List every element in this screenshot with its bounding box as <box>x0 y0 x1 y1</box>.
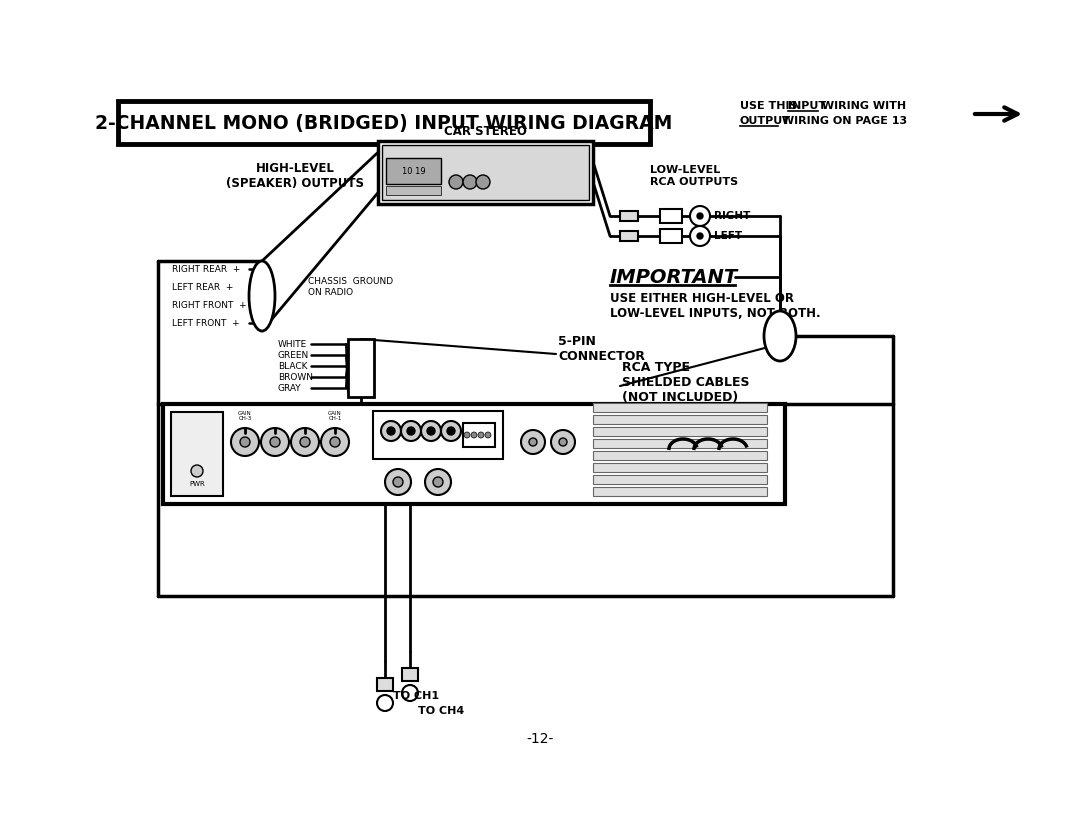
Text: 10 19: 10 19 <box>402 167 426 175</box>
Circle shape <box>476 175 490 189</box>
Circle shape <box>471 432 477 438</box>
Circle shape <box>270 437 280 447</box>
Bar <box>620 211 638 221</box>
Circle shape <box>377 695 393 711</box>
Text: TO CH1: TO CH1 <box>393 691 440 701</box>
Bar <box>660 229 681 243</box>
Bar <box>118 101 650 144</box>
Circle shape <box>427 427 435 435</box>
Circle shape <box>321 428 349 456</box>
Text: GREEN: GREEN <box>278 350 309 359</box>
Circle shape <box>529 438 537 446</box>
Circle shape <box>464 432 470 438</box>
Bar <box>402 668 418 681</box>
Circle shape <box>485 432 491 438</box>
Circle shape <box>441 421 461 441</box>
Bar <box>593 427 767 436</box>
Circle shape <box>463 175 477 189</box>
Bar <box>171 412 222 496</box>
Text: CHASSIS  GROUND
ON RADIO: CHASSIS GROUND ON RADIO <box>308 277 393 297</box>
Text: RCA TYPE
SHIELDED CABLES
(NOT INCLUDED): RCA TYPE SHIELDED CABLES (NOT INCLUDED) <box>622 360 750 404</box>
Circle shape <box>447 427 455 435</box>
Text: GRAY: GRAY <box>278 384 301 393</box>
Circle shape <box>384 469 411 495</box>
Bar <box>163 404 785 504</box>
Circle shape <box>393 477 403 487</box>
Circle shape <box>690 206 710 226</box>
Bar <box>386 186 441 195</box>
Bar <box>593 451 767 460</box>
Circle shape <box>559 438 567 446</box>
Text: LOW-LEVEL
RCA OUTPUTS: LOW-LEVEL RCA OUTPUTS <box>650 165 738 187</box>
Text: USE THIS: USE THIS <box>740 101 801 111</box>
Text: WHITE: WHITE <box>278 339 307 349</box>
Circle shape <box>291 428 319 456</box>
Text: BLACK: BLACK <box>278 361 308 370</box>
Text: HI-INPUT: HI-INPUT <box>463 401 490 406</box>
Text: PWR: PWR <box>189 481 205 487</box>
Circle shape <box>551 430 575 454</box>
Text: TO CH4: TO CH4 <box>418 706 464 716</box>
Ellipse shape <box>764 311 796 361</box>
Circle shape <box>381 421 401 441</box>
Text: WIRING ON PAGE 13: WIRING ON PAGE 13 <box>778 116 907 126</box>
Bar <box>593 475 767 484</box>
Bar <box>593 439 767 448</box>
Text: OUTPUT: OUTPUT <box>740 116 791 126</box>
Circle shape <box>426 469 451 495</box>
Circle shape <box>697 233 703 239</box>
Circle shape <box>387 427 395 435</box>
Circle shape <box>433 477 443 487</box>
Circle shape <box>261 428 289 456</box>
Circle shape <box>330 437 340 447</box>
Bar <box>593 403 767 412</box>
Text: LEFT: LEFT <box>714 231 742 241</box>
Bar <box>593 487 767 496</box>
Bar <box>593 463 767 472</box>
Text: IMPORTANT: IMPORTANT <box>610 268 738 287</box>
Bar <box>377 678 393 691</box>
Circle shape <box>421 421 441 441</box>
Circle shape <box>521 430 545 454</box>
Circle shape <box>407 427 415 435</box>
Circle shape <box>191 465 203 477</box>
Bar <box>382 145 589 200</box>
Text: USE EITHER HIGH-LEVEL OR
LOW-LEVEL INPUTS, NOT BOTH.: USE EITHER HIGH-LEVEL OR LOW-LEVEL INPUT… <box>610 292 821 320</box>
Text: RIGHT REAR  +: RIGHT REAR + <box>172 264 241 274</box>
Text: 2-CHANNEL MONO (BRIDGED) INPUT WIRING DIAGRAM: 2-CHANNEL MONO (BRIDGED) INPUT WIRING DI… <box>95 113 673 133</box>
Text: INPUT: INPUT <box>788 101 826 111</box>
Circle shape <box>690 226 710 246</box>
Text: LEFT REAR  +: LEFT REAR + <box>172 283 233 292</box>
Text: BROWN: BROWN <box>278 373 313 381</box>
Text: GAIN
CH-3: GAIN CH-3 <box>238 410 252 421</box>
Text: CAR STEREO: CAR STEREO <box>444 124 526 138</box>
Text: HIGH-LEVEL
(SPEAKER) OUTPUTS: HIGH-LEVEL (SPEAKER) OUTPUTS <box>226 162 364 190</box>
Bar <box>463 423 495 447</box>
Text: GAIN
CH-1: GAIN CH-1 <box>328 410 342 421</box>
Text: -12-: -12- <box>526 732 554 746</box>
Text: WIRING WITH: WIRING WITH <box>818 101 906 111</box>
Circle shape <box>697 213 703 219</box>
Bar <box>620 231 638 241</box>
Ellipse shape <box>249 261 275 331</box>
Bar <box>373 411 503 459</box>
Bar <box>593 415 767 424</box>
Bar <box>348 339 374 397</box>
Circle shape <box>240 437 249 447</box>
Bar <box>660 209 681 223</box>
Text: 5-PIN
CONNECTOR: 5-PIN CONNECTOR <box>558 335 645 363</box>
Text: CH-A  LOW-INPUT  CH-2: CH-A LOW-INPUT CH-2 <box>381 401 455 406</box>
Bar <box>378 141 593 204</box>
Text: RIGHT: RIGHT <box>714 211 751 221</box>
Bar <box>386 158 441 184</box>
Circle shape <box>402 685 418 701</box>
Circle shape <box>478 432 484 438</box>
Circle shape <box>300 437 310 447</box>
Circle shape <box>401 421 421 441</box>
Circle shape <box>449 175 463 189</box>
Circle shape <box>231 428 259 456</box>
Text: LEFT FRONT  +: LEFT FRONT + <box>172 319 240 328</box>
Text: RIGHT FRONT  +: RIGHT FRONT + <box>172 300 246 309</box>
